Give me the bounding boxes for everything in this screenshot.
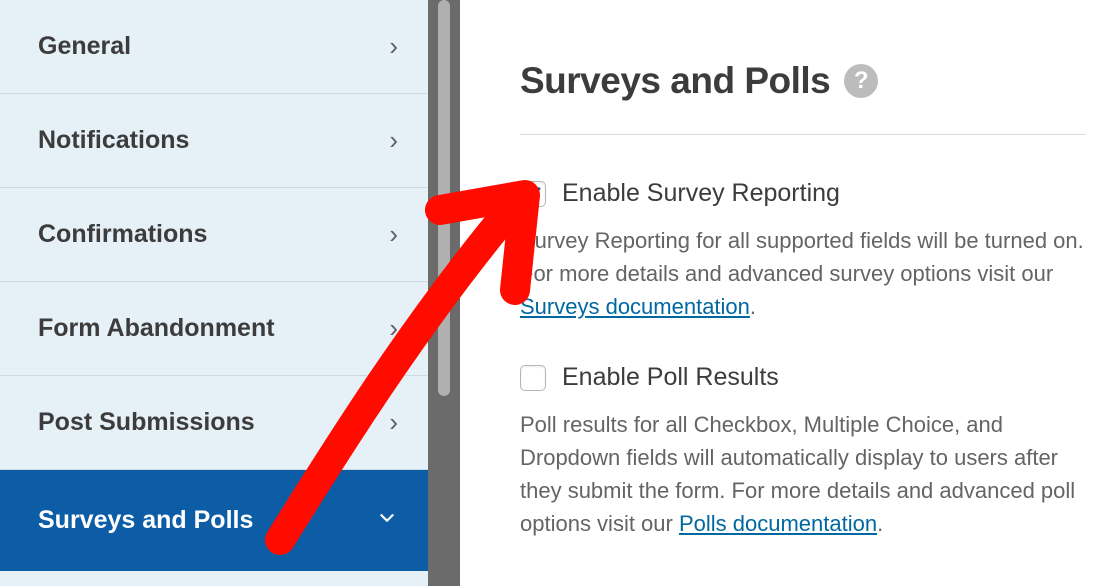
checkmark-icon — [524, 185, 542, 203]
checkbox-enable-poll-results[interactable] — [520, 365, 546, 391]
panel-title: Surveys and Polls — [520, 60, 830, 102]
option-label: Enable Survey Reporting — [562, 179, 840, 208]
panel-header: Surveys and Polls ? — [520, 60, 1086, 102]
chevron-right-icon: › — [389, 125, 398, 156]
option-desc-text: . — [750, 294, 756, 319]
sidebar-item-notifications[interactable]: Notifications › — [0, 94, 428, 188]
option-desc-text: . — [877, 511, 883, 536]
surveys-documentation-link[interactable]: Surveys documentation — [520, 294, 750, 319]
app-root: General › Notifications › Confirmations … — [0, 0, 1116, 586]
sidebar-item-label: Notifications — [38, 126, 189, 155]
option-description: Survey Reporting for all supported field… — [520, 224, 1086, 323]
settings-sidebar: General › Notifications › Confirmations … — [0, 0, 428, 586]
sidebar-item-label: Form Abandonment — [38, 314, 275, 343]
sidebar-item-confirmations[interactable]: Confirmations › — [0, 188, 428, 282]
sidebar-item-form-abandonment[interactable]: Form Abandonment › — [0, 282, 428, 376]
sidebar-item-post-submissions[interactable]: Post Submissions › — [0, 376, 428, 470]
sidebar-item-label: Post Submissions — [38, 408, 255, 437]
sidebar-item-label: General — [38, 32, 131, 61]
checkbox-enable-survey-reporting[interactable] — [520, 181, 546, 207]
sidebar-item-label: Confirmations — [38, 220, 207, 249]
option-enable-poll-results: Enable Poll Results Poll results for all… — [520, 363, 1086, 540]
chevron-right-icon: › — [389, 31, 398, 62]
chevron-down-icon — [376, 505, 398, 536]
option-label: Enable Poll Results — [562, 363, 779, 392]
help-icon[interactable]: ? — [844, 64, 878, 98]
settings-panel: Surveys and Polls ? Enable Survey Report… — [460, 0, 1116, 586]
chevron-right-icon: › — [389, 219, 398, 250]
sidebar-item-surveys-and-polls[interactable]: Surveys and Polls — [0, 470, 428, 571]
panel-divider — [520, 134, 1086, 135]
option-header: Enable Survey Reporting — [520, 179, 1086, 208]
option-enable-survey-reporting: Enable Survey Reporting Survey Reporting… — [520, 179, 1086, 323]
chevron-right-icon: › — [389, 407, 398, 438]
option-desc-text: Survey Reporting for all supported field… — [520, 228, 1084, 286]
polls-documentation-link[interactable]: Polls documentation — [679, 511, 877, 536]
chevron-right-icon: › — [389, 313, 398, 344]
panel-resize-gutter[interactable] — [428, 0, 460, 586]
sidebar-item-general[interactable]: General › — [0, 0, 428, 94]
option-header: Enable Poll Results — [520, 363, 1086, 392]
option-description: Poll results for all Checkbox, Multiple … — [520, 408, 1086, 540]
sidebar-item-label: Surveys and Polls — [38, 506, 253, 535]
panel-resize-handle[interactable] — [438, 0, 450, 396]
